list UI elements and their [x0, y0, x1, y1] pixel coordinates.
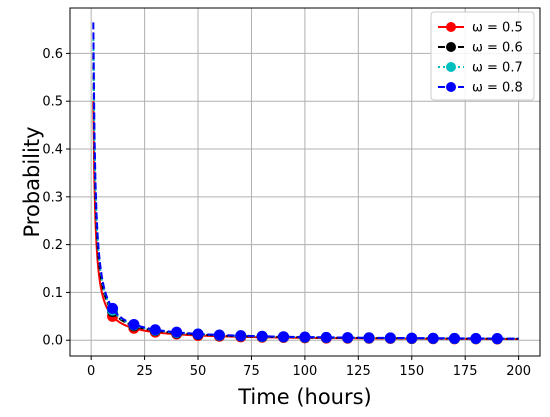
- legend-label: ω = 0.6: [472, 41, 523, 56]
- x-tick-label: 175: [453, 364, 478, 379]
- legend-marker: [446, 82, 456, 92]
- y-tick-label: 0.1: [42, 286, 63, 301]
- axis-ticks: 0 25 50 75 100 125 150 175 200 0.0 0.1 0.2 0.3 0.4 0.5…: [42, 47, 531, 379]
- series-4: [92, 22, 519, 345]
- legend-marker: [446, 42, 456, 52]
- legend-label: ω = 0.8: [472, 81, 523, 96]
- x-tick-label: 100: [292, 364, 317, 379]
- x-axis-title: Time (hours): [237, 385, 372, 409]
- series-point: [406, 332, 418, 344]
- series-line: [92, 22, 519, 340]
- y-tick-label: 0.5: [42, 95, 63, 110]
- y-tick-label: 0.3: [42, 190, 63, 205]
- series-1: [92, 101, 519, 345]
- legend: ω = 0.5 ω = 0.6 ω = 0.7 ω = 0.8: [430, 11, 535, 101]
- series-point: [342, 332, 354, 344]
- series-point: [320, 331, 332, 343]
- series-point: [278, 331, 290, 343]
- y-axis-title: Probability: [20, 126, 44, 237]
- series-point: [299, 331, 311, 343]
- series-point: [192, 328, 204, 340]
- series-point: [235, 330, 247, 342]
- y-tick-label: 0.0: [42, 334, 63, 349]
- legend-marker: [446, 62, 456, 72]
- x-tick-label: 125: [346, 364, 371, 379]
- series-point: [449, 332, 461, 344]
- x-tick-label: 50: [190, 364, 207, 379]
- grid: [70, 8, 540, 356]
- x-tick-label: 75: [243, 364, 260, 379]
- series-point: [128, 318, 140, 330]
- series-point: [256, 330, 268, 342]
- series-point: [107, 302, 119, 314]
- series-point: [213, 329, 225, 341]
- legend-box: [430, 11, 535, 101]
- x-tick-label: 200: [506, 364, 531, 379]
- series-line: [92, 101, 519, 341]
- series-point: [149, 324, 161, 336]
- y-tick-label: 0.4: [42, 143, 63, 158]
- x-tick-label: 0: [87, 364, 95, 379]
- series-point: [171, 326, 183, 338]
- x-tick-label: 150: [399, 364, 424, 379]
- y-tick-label: 0.2: [42, 238, 63, 253]
- legend-label: ω = 0.7: [472, 61, 523, 76]
- legend-label: ω = 0.5: [472, 21, 523, 36]
- series-point: [491, 333, 503, 345]
- series-point: [470, 332, 482, 344]
- x-tick-label: 25: [136, 364, 153, 379]
- y-tick-label: 0.6: [42, 47, 63, 62]
- series-point: [384, 332, 396, 344]
- plot-series: [92, 22, 519, 345]
- series-point: [427, 332, 439, 344]
- legend-marker: [446, 22, 456, 32]
- series-point: [363, 332, 375, 344]
